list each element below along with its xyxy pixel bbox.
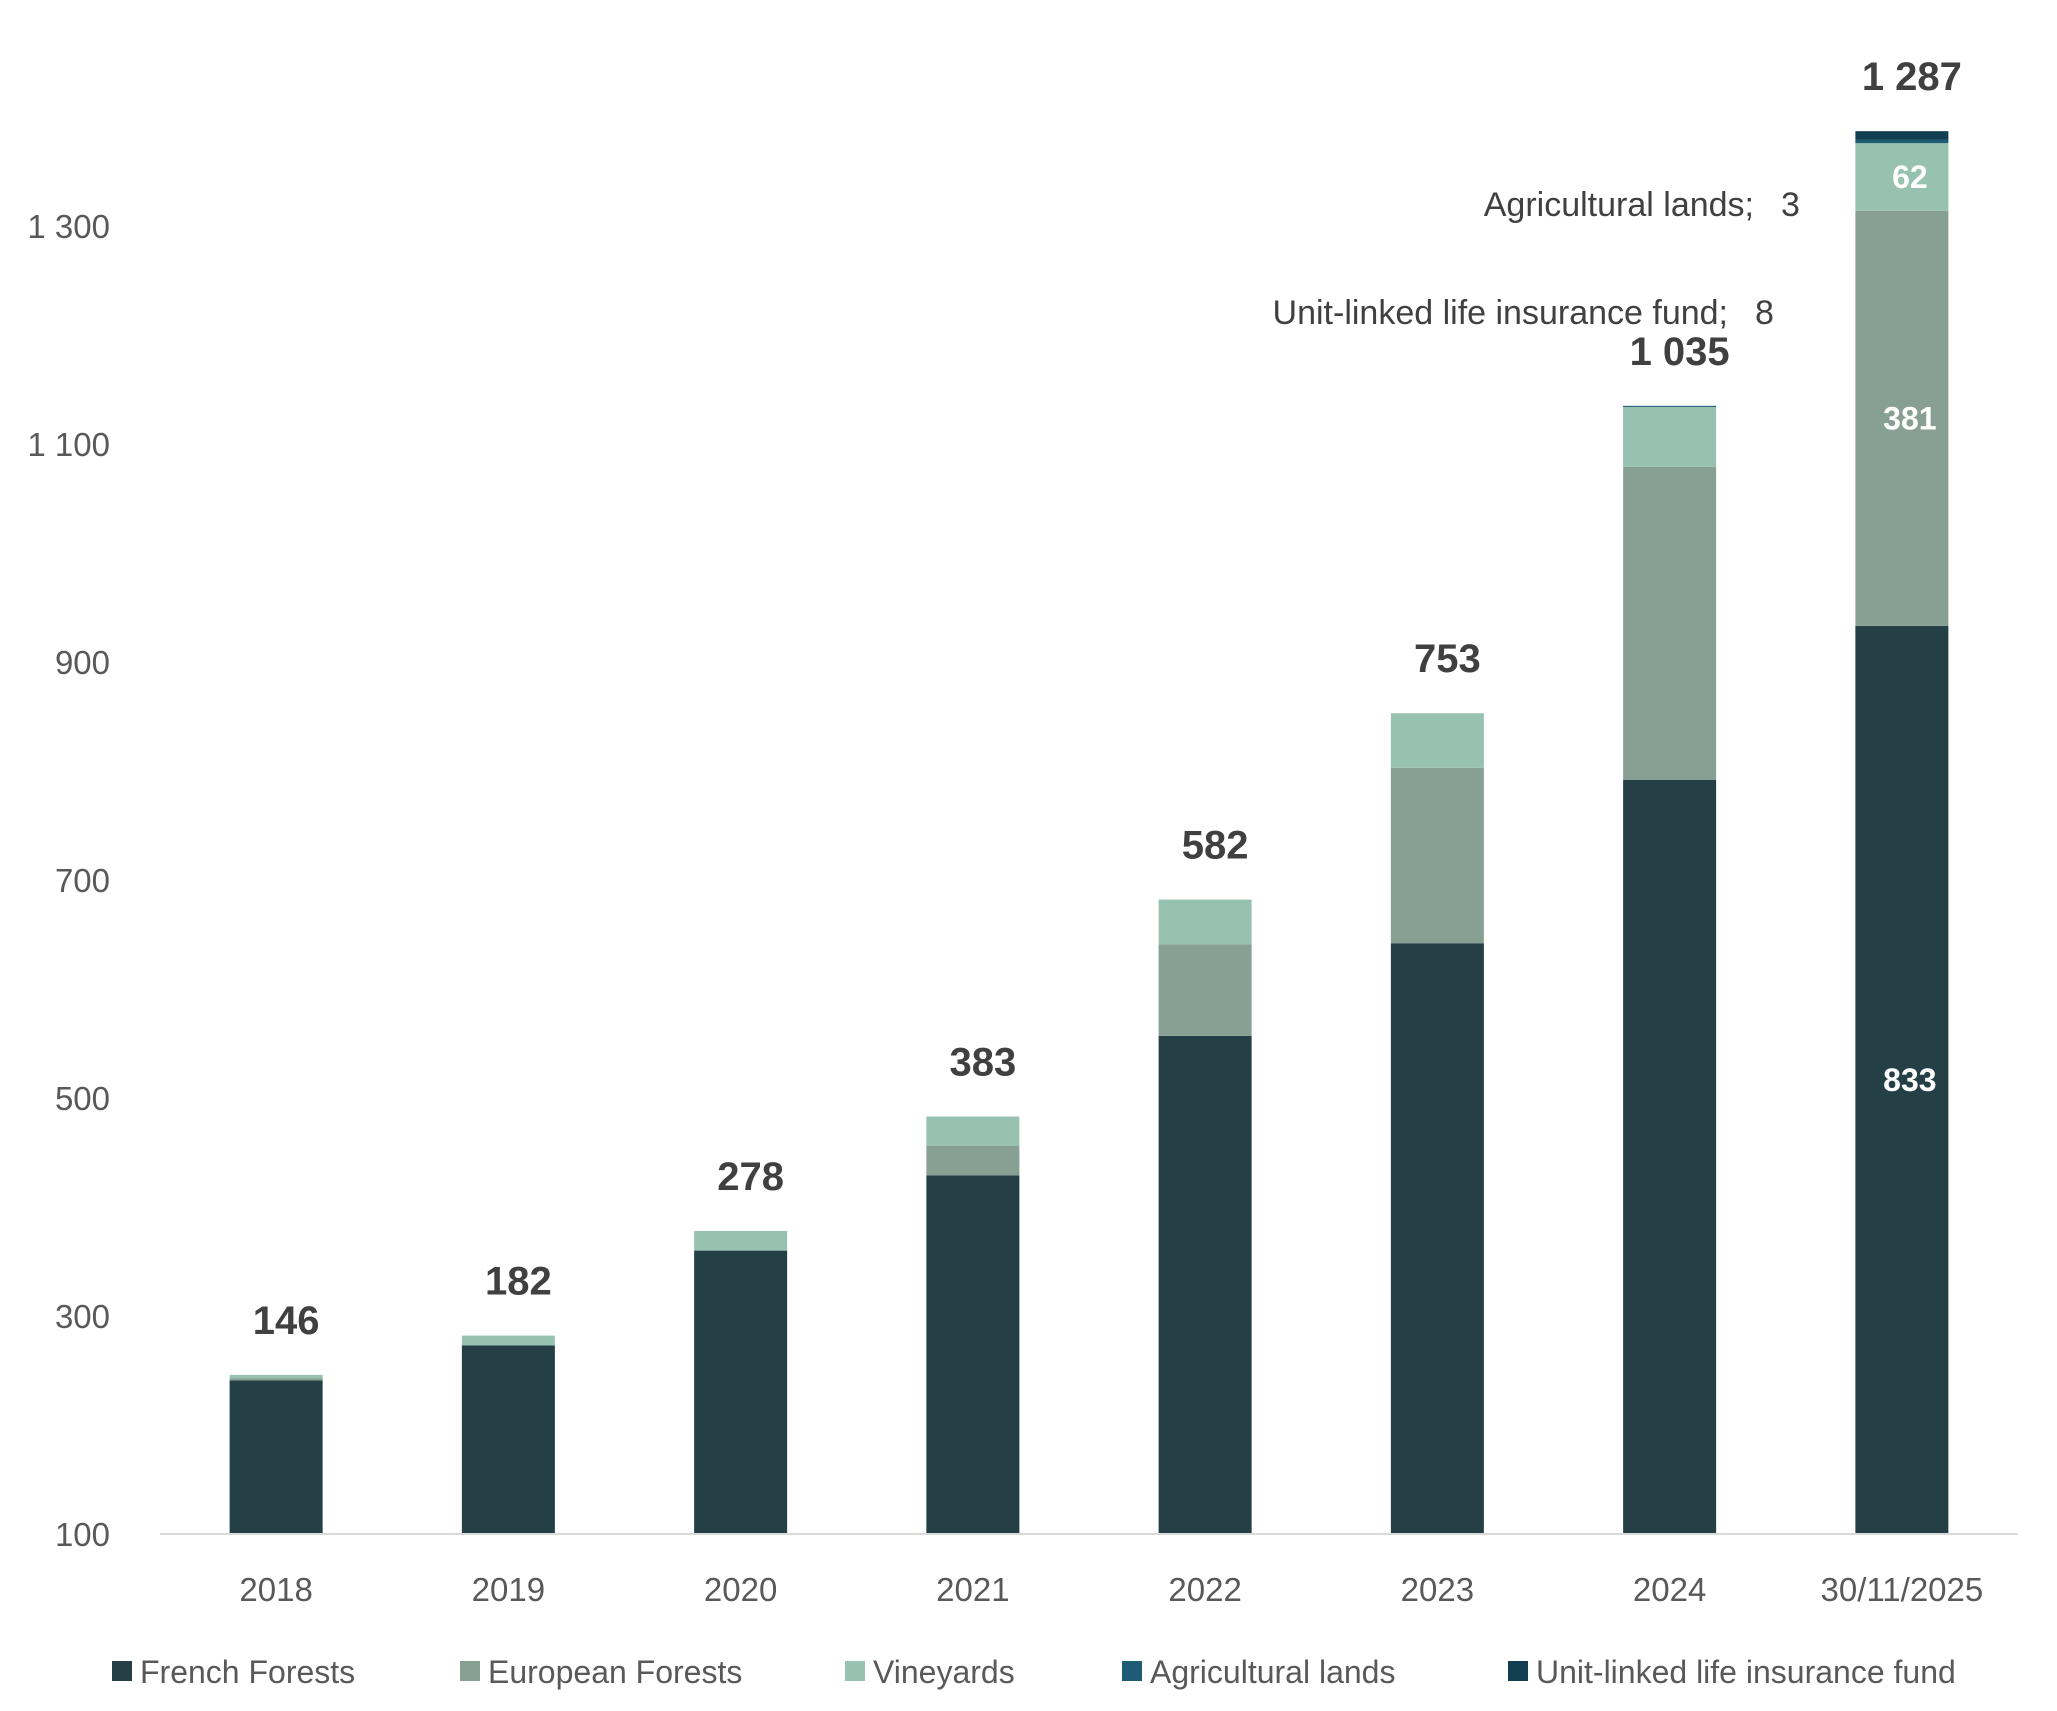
legend-label-european-forests: European Forests — [488, 1654, 742, 1690]
total-label: 278 — [717, 1155, 784, 1199]
y-tick-label: 300 — [55, 1298, 110, 1335]
segment-label: 62 — [1892, 159, 1928, 195]
bar-agricultural-lands-30-11-2025 — [1855, 139, 1949, 144]
x-axis: 2018 2019 2020 2021 2022 2023 2024 30/11/2025 — [239, 1571, 1983, 1608]
bar-french-forests-2021 — [926, 1175, 1020, 1534]
legend-swatch-unit-linked-life-insurance-fund — [1508, 1661, 1528, 1681]
total-label: 383 — [950, 1041, 1017, 1085]
bar-french-forests-2024 — [1623, 779, 1717, 1534]
legend-label-agricultural-lands: Agricultural lands — [1150, 1654, 1395, 1690]
bar-vineyards-2021 — [926, 1116, 1020, 1146]
callout-agricultural-lands-name: Agricultural lands; — [1484, 186, 1754, 224]
y-tick-label: 900 — [55, 644, 110, 681]
bar-unit-linked-life-insurance-fund-30-11-2025 — [1855, 131, 1949, 140]
x-tick-label: 2023 — [1401, 1571, 1474, 1608]
bar-vineyards-2020 — [694, 1230, 788, 1251]
callout-agricultural-lands-value: 3 — [1781, 186, 1800, 224]
y-tick-label: 500 — [55, 1080, 110, 1117]
legend-swatch-vineyards — [845, 1661, 865, 1681]
bar-european-forests-2021 — [926, 1145, 1020, 1176]
inner-labels: 833 381 62 — [1883, 159, 1936, 1098]
bar-european-forests-2024 — [1623, 466, 1717, 780]
segment-label: 833 — [1883, 1062, 1936, 1098]
callout-unit-linked-name: Unit-linked life insurance fund; — [1273, 294, 1728, 332]
x-tick-label: 2024 — [1633, 1571, 1706, 1608]
legend-label-french-forests: French Forests — [140, 1654, 355, 1690]
y-tick-label: 1 100 — [27, 426, 110, 463]
bar-french-forests-2023 — [1390, 943, 1484, 1534]
bar-european-forests-30-11-2025 — [1855, 210, 1949, 627]
x-tick-label: 2018 — [239, 1571, 312, 1608]
legend-label-unit-linked-life-insurance-fund: Unit-linked life insurance fund — [1536, 1654, 1956, 1690]
total-label: 182 — [485, 1260, 552, 1304]
legend-swatch-european-forests — [460, 1661, 480, 1681]
bar-french-forests-2020 — [694, 1250, 788, 1534]
bar-vineyards-2023 — [1390, 713, 1484, 768]
total-label: 1 287 — [1862, 55, 1962, 99]
bar-french-forests-2022 — [1158, 1035, 1252, 1534]
bar-european-forests-2018 — [229, 1378, 323, 1381]
x-tick-label: 2021 — [936, 1571, 1009, 1608]
total-labels: 146 182 278 383 582 753 1 035 1 287 — [253, 55, 1962, 1343]
bar-french-forests-2018 — [229, 1380, 323, 1534]
x-tick-label: 2022 — [1168, 1571, 1241, 1608]
bar-european-forests-2022 — [1158, 944, 1252, 1036]
y-tick-label: 1 300 — [27, 208, 110, 245]
y-tick-label: 700 — [55, 862, 110, 899]
bar-european-forests-2023 — [1390, 767, 1484, 944]
y-tick-label: 100 — [55, 1516, 110, 1553]
legend-swatch-french-forests — [112, 1661, 132, 1681]
bar-french-forests-2019 — [461, 1345, 555, 1534]
x-tick-label: 2020 — [704, 1571, 777, 1608]
legend: French Forests European Forests Vineyards A… — [112, 1654, 1956, 1690]
callout-labels: Agricultural lands; 3 Unit-linked life i… — [1273, 186, 1800, 332]
total-label: 582 — [1182, 824, 1249, 868]
callout-unit-linked-value: 8 — [1755, 294, 1774, 332]
bar-vineyards-2024 — [1623, 406, 1717, 467]
legend-label-vineyards: Vineyards — [873, 1654, 1015, 1690]
bar-vineyards-30-11-2025 — [1855, 143, 1949, 211]
x-tick-label: 2019 — [472, 1571, 545, 1608]
bar-french-forests-30-11-2025 — [1855, 626, 1949, 1534]
x-tick-label: 30/11/2025 — [1821, 1571, 1984, 1608]
bar-vineyards-2018 — [229, 1374, 323, 1379]
bars — [229, 131, 1949, 1534]
y-axis: 100 300 500 700 900 1 100 1 300 — [27, 208, 110, 1553]
bar-agricultural-lands-2024 — [1623, 405, 1717, 407]
segment-label: 381 — [1883, 400, 1936, 436]
total-label: 146 — [253, 1299, 320, 1343]
bar-vineyards-2022 — [1158, 899, 1252, 945]
legend-swatch-agricultural-lands — [1122, 1661, 1142, 1681]
total-label: 753 — [1414, 637, 1481, 681]
bar-vineyards-2019 — [461, 1335, 555, 1346]
total-label: 1 035 — [1630, 330, 1730, 374]
